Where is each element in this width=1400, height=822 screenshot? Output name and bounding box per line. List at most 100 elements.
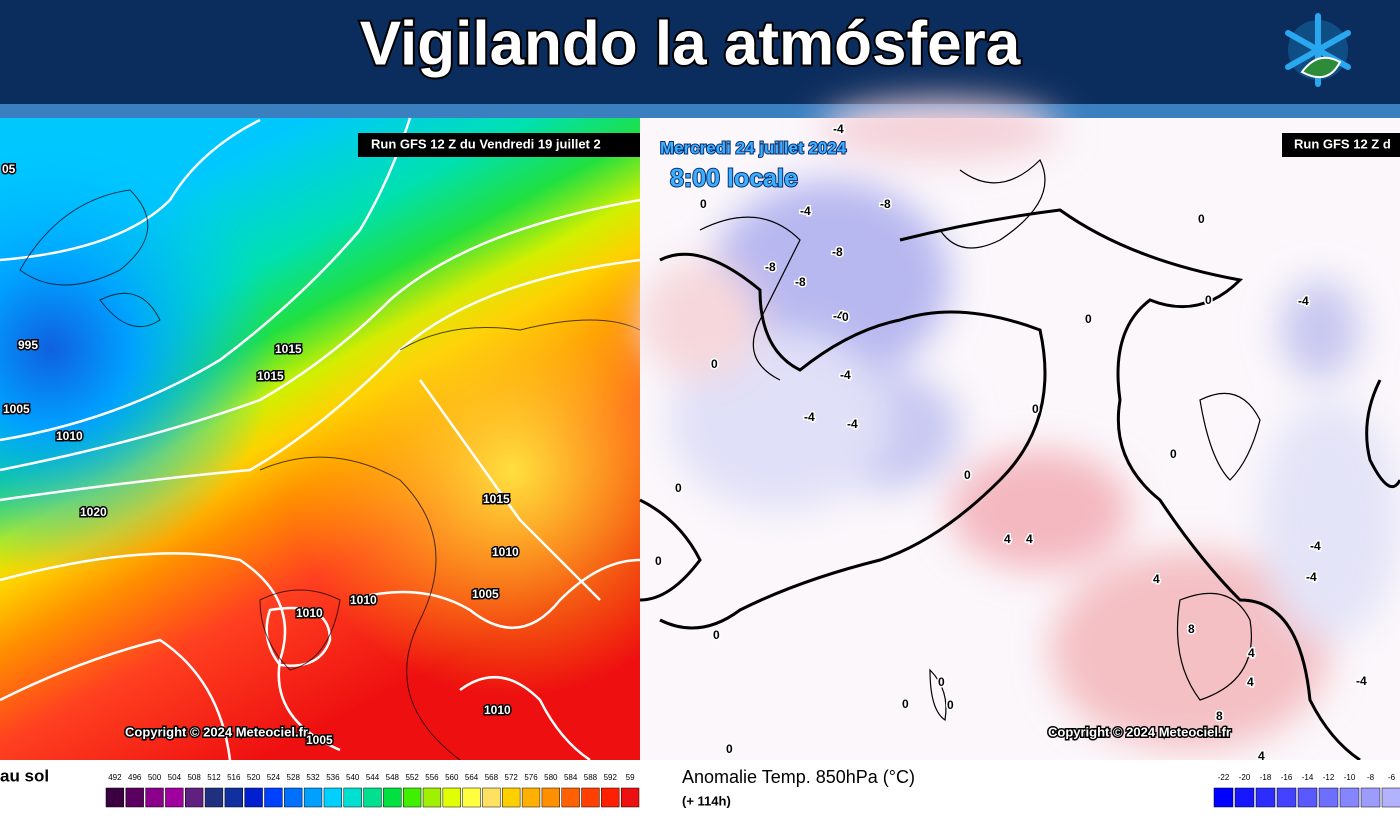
scale-label: 568: [485, 773, 499, 782]
scale-label: 548: [386, 773, 400, 782]
anomaly-label: -4: [840, 368, 851, 382]
scale-swatch: [224, 787, 243, 808]
anomaly-label: -8: [880, 197, 891, 211]
scale-label: 540: [346, 773, 360, 782]
scale-swatch: [105, 787, 125, 808]
isobar-label: 1015: [483, 492, 510, 506]
scale-swatch: [383, 787, 402, 808]
scale-swatch: [601, 787, 620, 808]
anomaly-label: 0: [938, 675, 945, 689]
scale-label: 556: [425, 773, 439, 782]
anomaly-label: 0: [713, 628, 720, 642]
map-time: 8:00 locale: [670, 165, 798, 193]
scale-swatch: [422, 787, 442, 808]
run-label: Run GFS 12 Z du Vendredi 19 juillet 2: [371, 136, 601, 151]
isobar-label: 1020: [80, 505, 107, 519]
anomaly-label: 4: [1026, 532, 1033, 546]
scale-swatch: [462, 787, 481, 808]
scale-swatch: [521, 787, 541, 808]
scale-label: 564: [465, 773, 479, 782]
scale-swatch: [541, 787, 560, 808]
isobar-label: 1015: [275, 342, 302, 356]
scale-swatch: [1339, 787, 1360, 808]
isobar-label: 1015: [257, 369, 284, 383]
anomaly-label: 0: [711, 357, 718, 371]
scale-swatch: [323, 787, 343, 808]
isobar-label: 1005: [472, 587, 499, 601]
scale-label: -16: [1281, 773, 1293, 782]
scale-swatch: [1318, 787, 1339, 808]
header-strip: [0, 104, 1400, 118]
scale-label: 572: [505, 773, 519, 782]
scale-swatch: [1297, 787, 1318, 808]
scale-label: -22: [1218, 773, 1230, 782]
isobar-label: 1005: [3, 402, 30, 416]
logo: [1285, 13, 1351, 87]
scale-swatch: [1276, 787, 1297, 808]
scale-swatch: [581, 787, 600, 808]
isobar-label: 1010: [56, 429, 83, 443]
anomaly-label: -4: [1310, 539, 1321, 553]
anomaly-label: -4: [847, 417, 858, 431]
anomaly-label: -4: [804, 410, 815, 424]
scale-swatch: [363, 787, 382, 808]
left-map: Run GFS 12 Z du Vendredi 19 juillet 2 Co…: [0, 117, 641, 762]
anomaly-label: -4: [1306, 570, 1317, 584]
scale-label: 500: [148, 773, 162, 782]
scale-label: 536: [326, 773, 340, 782]
anomaly-label: 0: [655, 554, 662, 568]
scale-swatch: [204, 787, 224, 808]
anomaly-label: 0: [726, 742, 733, 756]
scale-label: 584: [564, 773, 578, 782]
copyright: Copyright © 2024 Meteociel.fr: [1048, 724, 1231, 739]
scale-swatch: [284, 787, 303, 808]
scale-label: 512: [207, 773, 221, 782]
isobar-label: 05: [2, 162, 16, 176]
scale-swatch: [303, 787, 323, 808]
anomaly-label: 4: [1248, 646, 1255, 660]
isobar-label: 1010: [492, 545, 519, 559]
legend-subtitle: (+ 114h): [682, 793, 731, 808]
anomaly-label: 0: [675, 481, 682, 495]
scale-swatch: [561, 787, 580, 808]
anomaly-label: 4: [1004, 532, 1011, 546]
scale-swatch: [1381, 787, 1400, 808]
scale-label: -10: [1344, 773, 1356, 782]
scale-label: 496: [128, 773, 142, 782]
scale-swatch: [620, 787, 640, 808]
scale-label: 560: [445, 773, 459, 782]
run-label: Run GFS 12 Z d: [1294, 136, 1391, 151]
scale-swatch: [1213, 787, 1234, 808]
scale-label: 544: [366, 773, 380, 782]
scale-swatch: [145, 787, 164, 808]
anomaly-label: 4: [1258, 749, 1265, 763]
anomaly-label: -4: [1298, 294, 1309, 308]
scale-swatch: [482, 787, 501, 808]
scale-label: 516: [227, 773, 241, 782]
anomaly-label: -4: [800, 204, 811, 218]
anomaly-label: 4: [1153, 572, 1160, 586]
anomaly-label: 0: [947, 698, 954, 712]
scale-swatch: [1360, 787, 1381, 808]
scale-swatch: [125, 787, 144, 808]
scale-label: 508: [187, 773, 201, 782]
scale-swatch: [165, 787, 184, 808]
isobar-label: 1010: [484, 703, 511, 717]
scale-label: 576: [524, 773, 538, 782]
copyright: Copyright © 2024 Meteociel.fr: [125, 724, 308, 739]
scale-swatch: [264, 787, 283, 808]
scale-label: 492: [108, 773, 122, 782]
anomaly-label: 0: [1032, 402, 1039, 416]
anomaly-label: -8: [832, 245, 843, 259]
anomaly-label: 0: [1198, 212, 1205, 226]
scale-label: 59: [626, 773, 635, 782]
isobar-label: 1005: [306, 733, 333, 747]
scale-swatch: [1234, 787, 1255, 808]
scale-label: 532: [306, 773, 320, 782]
anomaly-label: 0: [1170, 447, 1177, 461]
anomaly-label: 8: [1216, 709, 1223, 723]
anomaly-label: 0: [1085, 312, 1092, 326]
anomaly-label: -8: [795, 275, 806, 289]
scale-swatch: [185, 787, 204, 808]
